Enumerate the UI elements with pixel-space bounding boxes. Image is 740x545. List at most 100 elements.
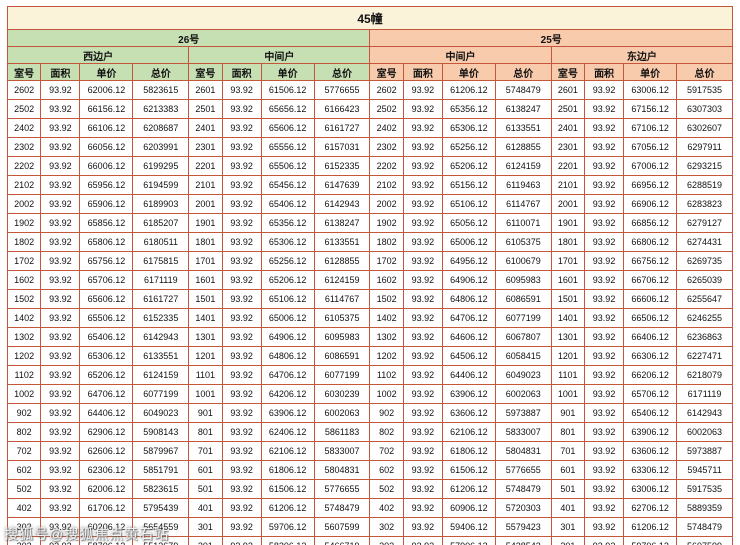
cell: 6095983 (313, 327, 371, 347)
cell: 6171119 (676, 384, 733, 404)
cell: 701 (550, 441, 586, 461)
cell: 1401 (188, 308, 223, 328)
building-header-25: 25号 (369, 29, 733, 47)
table-row: 402 93.92 61706.12 5795439 401 93.92 61206.12 5… (6, 498, 733, 518)
cell: 201 (188, 536, 223, 545)
cell: 6110071 (494, 213, 552, 233)
cell: 5804831 (313, 460, 371, 480)
cell: 2202 (369, 156, 404, 176)
cell: 402 (369, 498, 404, 518)
cell: 93.92 (402, 251, 443, 271)
cell: 67006.12 (623, 156, 678, 176)
cell: 62406.12 (260, 422, 315, 442)
cell: 2301 (550, 137, 586, 157)
column-header: 室号 (188, 63, 223, 81)
cell: 93.92 (221, 517, 262, 537)
cell: 1101 (188, 365, 223, 385)
table-row: 1602 93.92 65706.12 6171119 1601 93.92 65206.1… (6, 270, 733, 290)
cell: 93.92 (221, 175, 262, 195)
cell: 93.92 (40, 384, 81, 404)
cell: 901 (188, 403, 223, 423)
cell: 5917535 (676, 479, 733, 499)
cell: 6142943 (132, 327, 190, 347)
cell: 93.92 (402, 441, 443, 461)
cell: 6105375 (313, 308, 371, 328)
side-header-mid-25: 中间户 (369, 46, 552, 64)
cell: 6147639 (313, 175, 371, 195)
cell: 6152335 (132, 308, 190, 328)
cell: 58706.12 (79, 536, 134, 545)
table-row: 702 93.92 62606.12 5879967 701 93.92 62106.12 5… (6, 441, 733, 461)
cell: 6128855 (494, 137, 552, 157)
cell: 93.92 (402, 175, 443, 195)
cell: 6002063 (313, 403, 371, 423)
cell: 93.92 (583, 251, 625, 271)
cell: 6142943 (313, 194, 371, 214)
cell: 2502 (369, 99, 404, 119)
cell: 65006.12 (260, 308, 315, 328)
cell: 6002063 (676, 422, 733, 442)
cell: 6161727 (132, 289, 190, 309)
cell: 6175815 (132, 251, 190, 271)
cell: 1001 (188, 384, 223, 404)
cell: 1202 (6, 346, 42, 366)
cell: 502 (6, 479, 42, 499)
cell: 93.92 (40, 308, 81, 328)
cell: 6100679 (494, 251, 552, 271)
cell: 93.92 (402, 289, 443, 309)
side-header-east: 东边户 (550, 46, 734, 64)
cell: 2002 (6, 194, 42, 214)
cell: 60206.12 (79, 517, 134, 537)
cell: 6269735 (676, 251, 733, 271)
cell: 93.92 (402, 384, 443, 404)
cell: 1701 (550, 251, 586, 271)
cell: 64506.12 (441, 346, 496, 366)
column-header: 面积 (402, 63, 443, 81)
cell: 2602 (369, 80, 404, 100)
cell: 65006.12 (441, 232, 496, 252)
cell: 62106.12 (260, 441, 315, 461)
column-header-row: 室号 面积 单价 总价 室号 面积 单价 总价 室号 面积 单价 总价 室号 面积 单价 总价 (6, 63, 733, 81)
cell: 5861183 (313, 422, 371, 442)
cell: 65156.12 (441, 175, 496, 195)
cell: 62106.12 (441, 422, 496, 442)
cell: 6142943 (676, 403, 733, 423)
cell: 65356.12 (260, 213, 315, 233)
cell: 6105375 (494, 232, 552, 252)
side-header-west: 西边户 (6, 46, 190, 64)
cell: 93.92 (40, 270, 81, 290)
table-row: 2502 93.92 66156.12 6213383 2501 93.92 65656.1… (6, 99, 733, 119)
table-row: 2602 93.92 62006.12 5823615 2601 93.92 61506.1… (6, 80, 733, 100)
cell: 2302 (6, 137, 42, 157)
cell: 93.92 (221, 156, 262, 176)
cell: 63606.12 (623, 441, 678, 461)
cell: 6133551 (494, 118, 552, 138)
cell: 66756.12 (623, 251, 678, 271)
cell: 6208687 (132, 118, 190, 138)
cell: 66106.12 (79, 118, 134, 138)
cell: 93.92 (402, 365, 443, 385)
cell: 1202 (369, 346, 404, 366)
cell: 66956.12 (623, 175, 678, 195)
cell: 93.92 (583, 384, 625, 404)
cell: 6171119 (132, 270, 190, 290)
cell: 6095983 (494, 270, 552, 290)
cell: 93.92 (583, 441, 625, 461)
cell: 1901 (550, 213, 586, 233)
cell: 65206.12 (441, 156, 496, 176)
cell: 66056.12 (79, 137, 134, 157)
cell: 65406.12 (260, 194, 315, 214)
cell: 62606.12 (79, 441, 134, 461)
cell: 61206.12 (260, 498, 315, 518)
cell: 65556.12 (260, 137, 315, 157)
cell: 93.92 (583, 460, 625, 480)
cell: 93.92 (40, 346, 81, 366)
cell: 59706.12 (260, 517, 315, 537)
cell: 93.92 (221, 422, 262, 442)
cell: 62006.12 (79, 80, 134, 100)
cell: 1002 (369, 384, 404, 404)
cell: 2601 (550, 80, 586, 100)
cell: 62706.12 (623, 498, 678, 518)
cell: 93.92 (40, 403, 81, 423)
